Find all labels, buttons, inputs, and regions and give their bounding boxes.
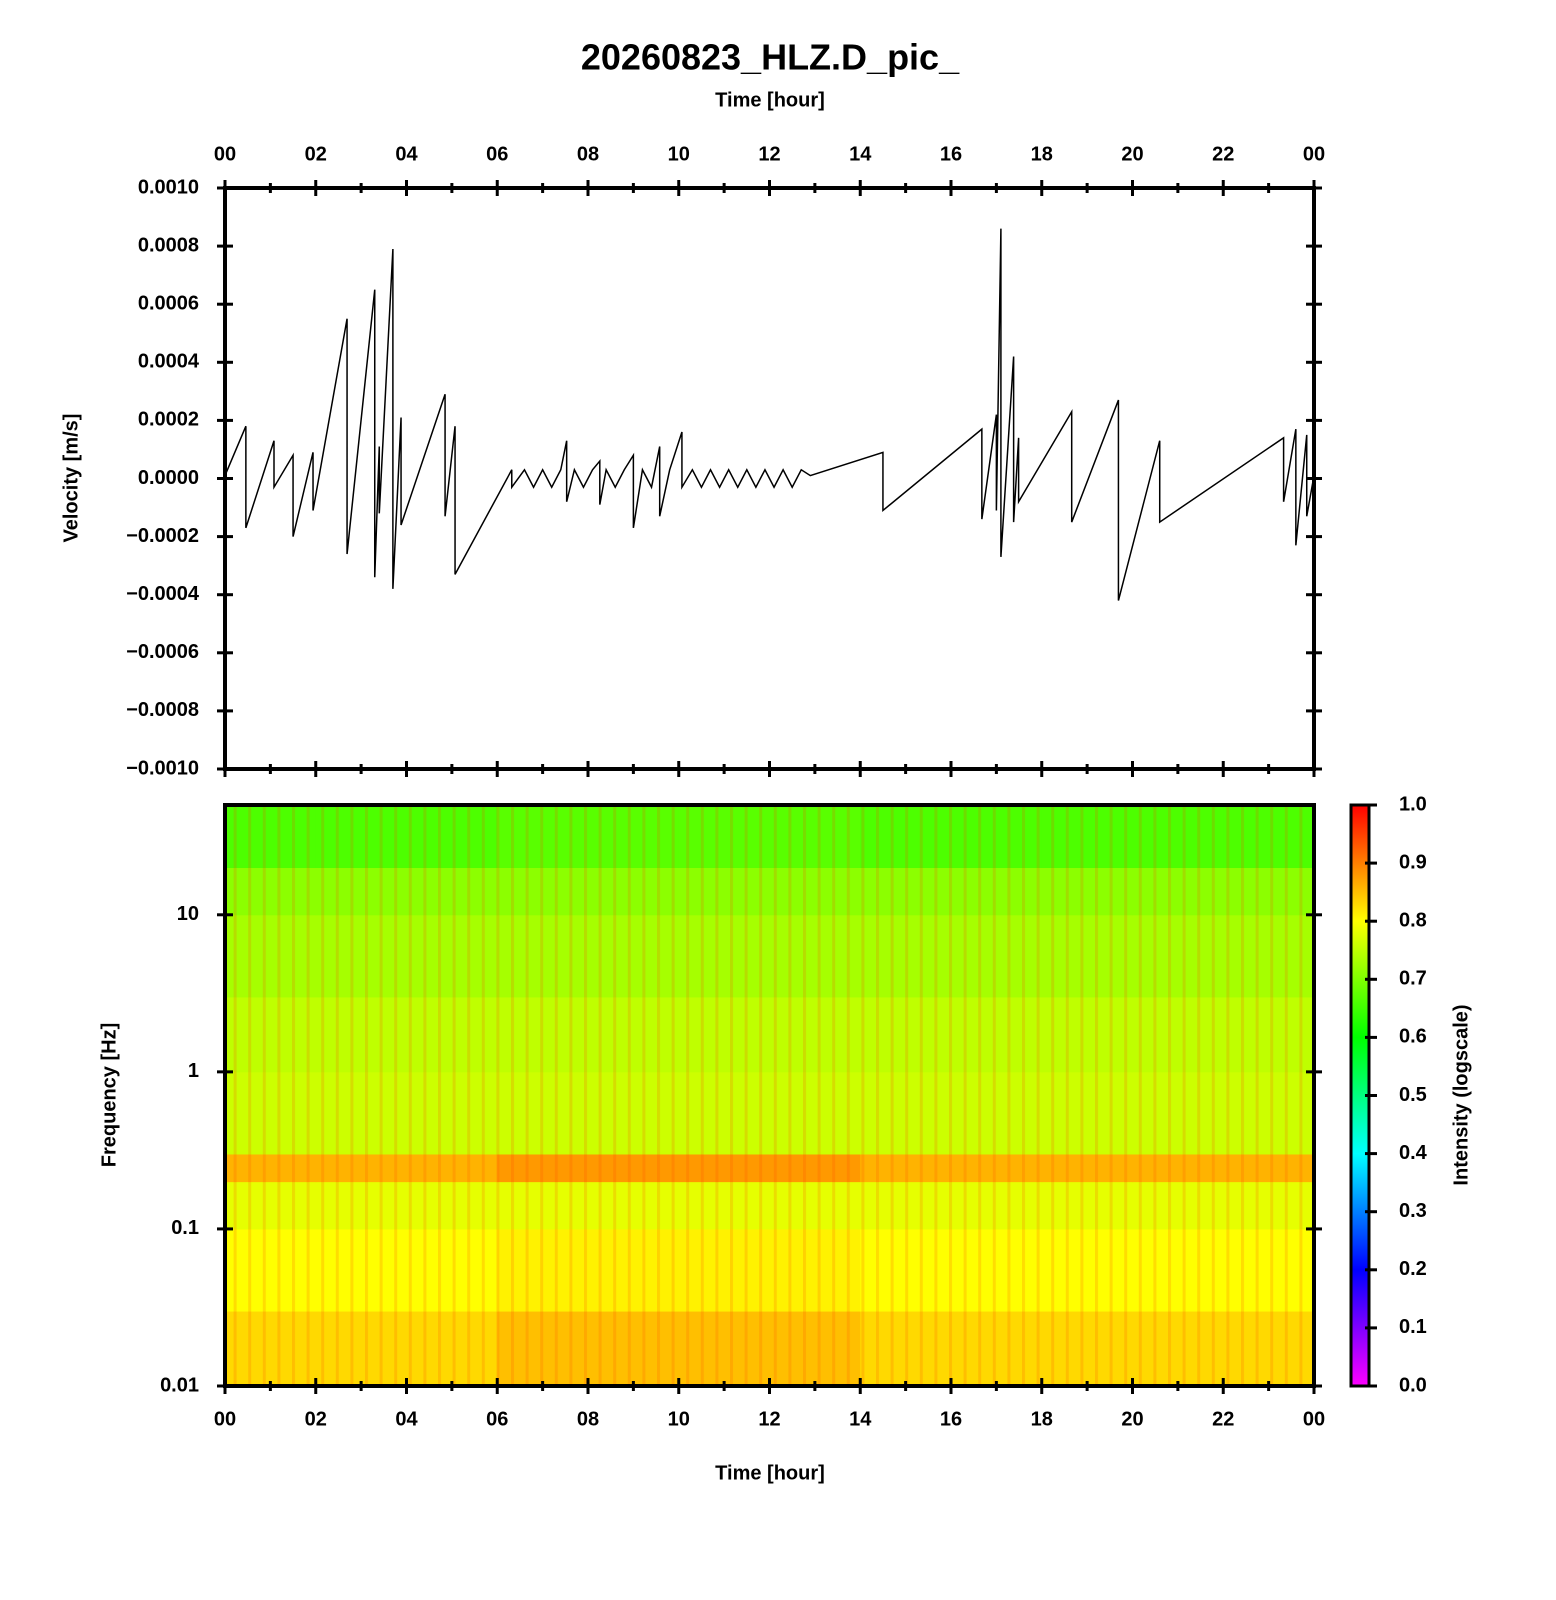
y-tick-label: −0.0006 [126, 641, 199, 663]
colorbar-label: Intensity (logscale) [1450, 1004, 1472, 1185]
y-tick-label: 0.0010 [138, 176, 199, 198]
waveform [224, 228, 1315, 601]
x-tick-label: 18 [1031, 143, 1053, 165]
chart-title: 20260823_HLZ.D_pic_ [581, 37, 960, 78]
y-tick-label: −0.0004 [126, 583, 200, 605]
y-axis-label: Frequency [Hz] [98, 1023, 120, 1167]
x-tick-label: 02 [305, 143, 327, 165]
x-tick-label: 08 [577, 1408, 599, 1430]
x-tick-label: 14 [849, 143, 872, 165]
y-tick-label: 0.0008 [138, 234, 199, 256]
stripe-texture [225, 805, 1314, 1386]
colorbar-tick-label: 0.0 [1399, 1374, 1427, 1396]
colorbar-tick-label: 0.2 [1399, 1258, 1427, 1280]
x-axis-label-top: Time [hour] [715, 89, 825, 111]
y-tick-label: 0.0000 [138, 467, 199, 489]
x-tick-label: 16 [940, 143, 962, 165]
x-tick-label: 22 [1212, 1408, 1234, 1430]
x-tick-label: 16 [940, 1408, 962, 1430]
y-tick-label: −0.0010 [126, 757, 199, 779]
x-tick-label: 10 [668, 1408, 690, 1430]
colorbar-tick-label: 0.8 [1399, 909, 1427, 931]
x-tick-label: 06 [486, 1408, 508, 1430]
colorbar-tick-label: 0.4 [1399, 1142, 1428, 1164]
colorbar-tick-label: 1.0 [1399, 793, 1427, 815]
x-tick-label: 04 [395, 1408, 418, 1430]
x-tick-label: 20 [1121, 143, 1143, 165]
x-tick-label: 00 [1303, 1408, 1325, 1430]
y-tick-label: −0.0002 [126, 525, 199, 547]
x-tick-label: 04 [395, 143, 418, 165]
x-tick-label: 14 [849, 1408, 872, 1430]
colorbar-tick-label: 0.9 [1399, 851, 1427, 873]
plot-frame [223, 186, 1316, 771]
y-tick-label: 1 [188, 1060, 199, 1082]
y-tick-label: 0.0006 [138, 292, 199, 314]
colorbar-tick-label: 0.3 [1399, 1200, 1427, 1222]
y-tick-label: 0.0004 [138, 351, 200, 373]
colorbar-tick-label: 0.6 [1399, 1026, 1427, 1048]
colorbar-tick-label: 0.5 [1399, 1084, 1427, 1106]
x-tick-label: 00 [214, 1408, 236, 1430]
x-tick-label: 12 [758, 143, 780, 165]
colorbar-tick-label: 0.7 [1399, 968, 1427, 990]
x-axis-label: Time [hour] [715, 1462, 825, 1484]
colorbar-tick-label: 0.1 [1399, 1316, 1427, 1338]
x-tick-label: 18 [1031, 1408, 1053, 1430]
plot-frame [223, 803, 1316, 1388]
y-tick-label: 0.01 [160, 1374, 199, 1396]
x-tick-label: 20 [1121, 1408, 1143, 1430]
y-tick-label: 10 [177, 903, 199, 925]
x-tick-label: 22 [1212, 143, 1234, 165]
x-tick-label: 10 [668, 143, 690, 165]
x-tick-label: 00 [1303, 143, 1325, 165]
x-tick-label: 12 [758, 1408, 780, 1430]
x-tick-label: 02 [305, 1408, 327, 1430]
x-tick-label: 08 [577, 143, 599, 165]
x-tick-label: 06 [486, 143, 508, 165]
y-tick-label: 0.0002 [138, 409, 199, 431]
y-tick-label: −0.0008 [126, 699, 199, 721]
y-axis-label: Velocity [m/s] [60, 414, 82, 543]
y-tick-label: 0.1 [171, 1217, 199, 1239]
x-tick-label: 00 [214, 143, 236, 165]
